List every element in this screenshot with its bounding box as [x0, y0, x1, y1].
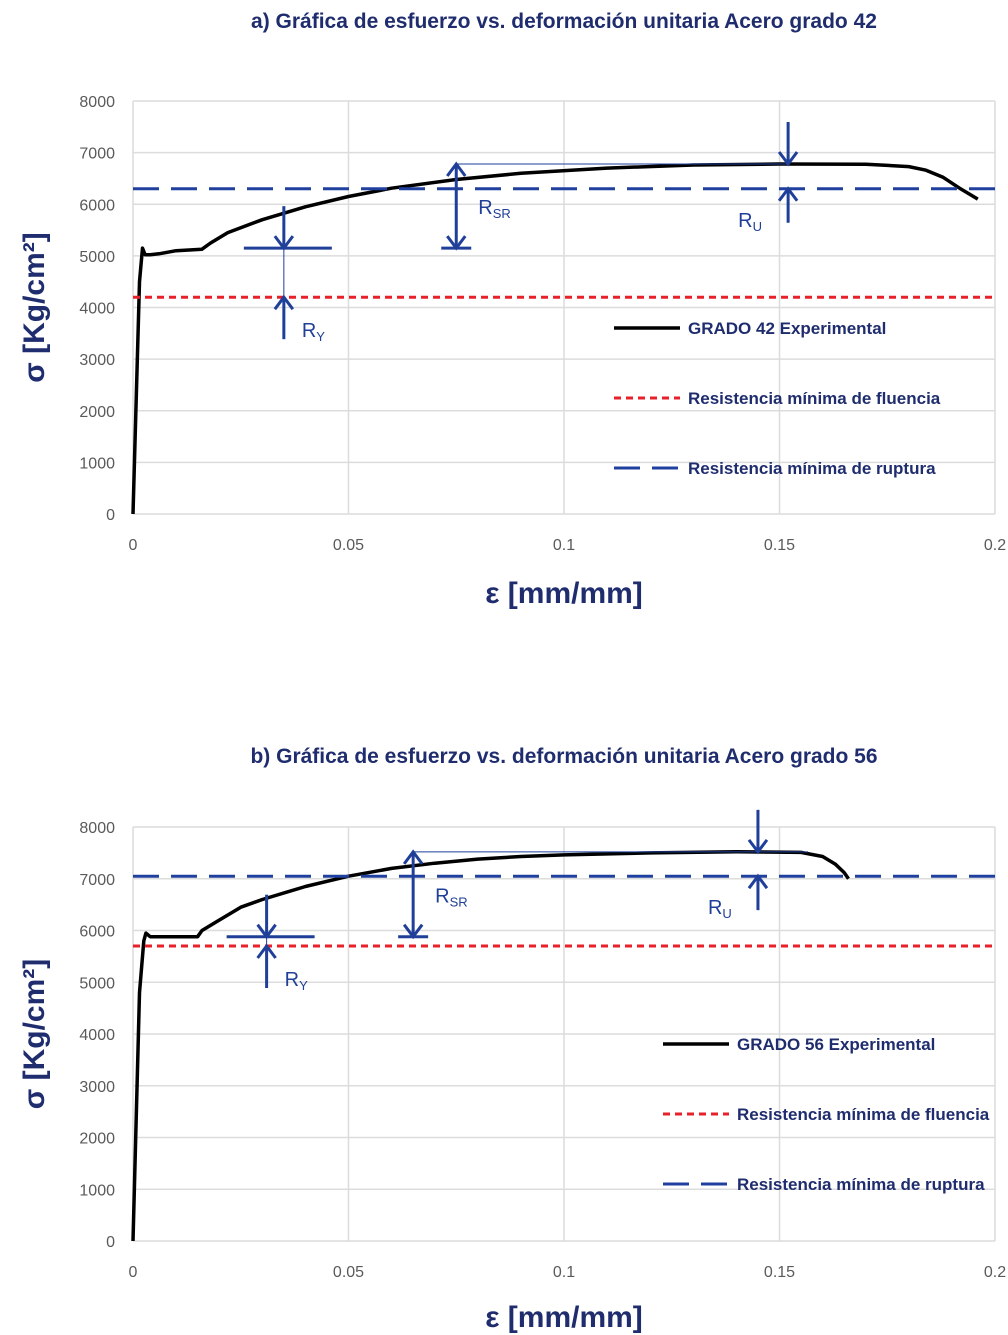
x-axis-label: ε [mm/mm]	[485, 1301, 643, 1334]
annotation-arrow-head	[777, 151, 799, 167]
annotation-ry-label: RY	[285, 969, 308, 993]
annotation-rsr-label: RSR	[435, 885, 468, 909]
x-tick-label: 0.1	[553, 1264, 575, 1281]
annotation-ry-label-subscript: Y	[299, 978, 308, 993]
y-tick-label: 8000	[79, 820, 115, 837]
annotation-arrow-head	[747, 838, 769, 855]
annotation-ru-label-subscript: U	[722, 906, 731, 921]
chart-title: a) Gráfica de esfuerzo vs. deformación u…	[251, 10, 877, 33]
chart-svg: 0 1000 2000 3000 4000 5000 6000 7000 8000 0 0.05 0.…	[18, 94, 1006, 610]
legend-label: Resistencia mínima de fluencia	[737, 1105, 990, 1124]
annotation-arrow-head	[446, 161, 467, 177]
x-tick-label: 0.1	[553, 537, 575, 554]
y-tick-label: 6000	[79, 924, 115, 941]
y-tick-label: 7000	[79, 146, 115, 163]
annotation-rsr-label: RSR	[478, 197, 511, 221]
y-tick-label: 2000	[79, 404, 115, 421]
y-tick-label: 2000	[79, 1131, 115, 1148]
x-axis-label: ε [mm/mm]	[485, 577, 643, 610]
annotation-arrow-head	[256, 943, 277, 959]
series-line-experimental	[131, 162, 979, 515]
x-tick-label: 0	[129, 1264, 138, 1281]
y-tick-label: 5000	[79, 249, 115, 266]
x-tick-label: 0	[129, 537, 138, 554]
annotation-ru-label-subscript: U	[753, 219, 762, 234]
legend-label: GRADO 56 Experimental	[737, 1035, 935, 1054]
y-axis-label: σ [Kg/cm²]	[18, 959, 51, 1110]
chart-grado-42: a) Gráfica de esfuerzo vs. deformación u…	[0, 0, 1008, 640]
x-tick-label: 0.15	[764, 1264, 795, 1281]
y-tick-label: 0	[106, 1234, 115, 1251]
y-tick-label: 3000	[79, 1079, 115, 1096]
annotation-arrow-head	[256, 923, 277, 940]
annotation-ru-label: RU	[738, 210, 762, 234]
y-tick-label: 6000	[79, 197, 115, 214]
legend-label: GRADO 42 Experimental	[688, 319, 886, 338]
chart-svg: 0 1000 2000 3000 4000 5000 6000 7000 8000 0 0.05 0.…	[18, 809, 1006, 1334]
annotation-ry-label-subscript: Y	[316, 329, 325, 344]
annotation-arrow-head	[273, 235, 295, 251]
x-tick-label: 0.05	[333, 1264, 364, 1281]
annotation-rsr-label-subscript: SR	[493, 206, 511, 221]
legend-label: Resistencia mínima de fluencia	[688, 389, 941, 408]
annotation-arrow-head	[402, 923, 424, 940]
legend-label: Resistencia mínima de ruptura	[737, 1175, 985, 1194]
y-tick-label: 1000	[79, 1182, 115, 1199]
annotation-arrow-head	[446, 235, 467, 251]
y-tick-label: 5000	[79, 975, 115, 992]
y-tick-label: 4000	[79, 1027, 115, 1044]
annotation-ru-label: RU	[708, 897, 732, 921]
chart-title: b) Gráfica de esfuerzo vs. deformación u…	[250, 745, 878, 768]
annotation-arrow-head	[402, 849, 424, 865]
x-tick-label: 0.15	[764, 537, 795, 554]
y-tick-label: 1000	[79, 455, 115, 472]
y-tick-label: 3000	[79, 352, 115, 369]
chart-grado-56: b) Gráfica de esfuerzo vs. deformación u…	[0, 735, 1008, 1335]
annotation-arrow-head	[777, 186, 799, 202]
x-tick-label: 0.2	[984, 537, 1006, 554]
annotation-rsr-label-subscript: SR	[450, 894, 468, 909]
y-tick-label: 4000	[79, 301, 115, 318]
annotation-arrow-head	[273, 294, 295, 311]
annotation-ry-label: RY	[302, 320, 325, 344]
legend-label: Resistencia mínima de ruptura	[688, 459, 936, 478]
x-tick-label: 0.2	[984, 1264, 1006, 1281]
x-tick-label: 0.05	[333, 537, 364, 554]
y-tick-label: 8000	[79, 94, 115, 111]
y-tick-label: 7000	[79, 872, 115, 889]
annotation-arrow-head	[747, 873, 769, 890]
y-axis-label: σ [Kg/cm²]	[18, 232, 51, 383]
y-tick-label: 0	[106, 507, 115, 524]
